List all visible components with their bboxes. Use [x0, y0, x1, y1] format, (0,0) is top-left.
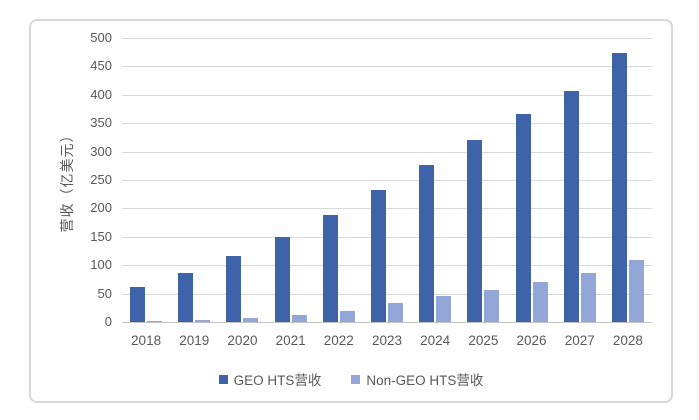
x-tick-label-2025: 2025: [468, 333, 499, 348]
bar-geo-2018: [130, 286, 146, 322]
x-axis-line: [122, 322, 652, 323]
bar-geo-2021: [274, 236, 290, 322]
y-tick-label: 50: [97, 285, 112, 301]
gridline: [122, 265, 652, 267]
y-tick-label: 500: [90, 30, 112, 45]
bar-geo-2023: [371, 190, 386, 322]
bar-non-geo-2024: [436, 296, 452, 322]
legend: GEO HTS营收 Non-GEO HTS营收: [29, 369, 673, 389]
x-tick-label-2024: 2024: [420, 333, 451, 348]
legend-item-geo: GEO HTS营收: [218, 369, 322, 389]
y-tick-label: 200: [90, 200, 112, 216]
y-tick-label: 300: [90, 143, 112, 159]
legend-swatch-icon: [218, 374, 228, 384]
gridline: [122, 123, 652, 125]
y-tick-label: 0: [104, 314, 112, 329]
x-tick-label-2022: 2022: [323, 333, 354, 348]
bar-non-geo-2020: [243, 318, 259, 322]
bar-non-geo-2027: [580, 273, 596, 322]
y-tick-label: 100: [90, 257, 112, 273]
gridline: [122, 180, 652, 181]
legend-item-non-geo: Non-GEO HTS营收: [351, 369, 483, 389]
x-tick-label-2019: 2019: [179, 333, 210, 348]
x-tick-label-2020: 2020: [227, 333, 258, 348]
bar-geo-2025: [467, 139, 483, 322]
x-tick-label-2021: 2021: [275, 333, 306, 348]
gridline: [122, 94, 652, 96]
x-tick-label-2026: 2026: [516, 333, 547, 348]
bar-geo-2024: [419, 164, 435, 322]
legend-swatch-icon: [351, 374, 361, 384]
bar-non-geo-2026: [532, 281, 548, 322]
bar-non-geo-2025: [484, 289, 500, 322]
bar-non-geo-2018: [147, 320, 163, 322]
y-tick-label: 350: [90, 115, 112, 131]
gridline: [122, 66, 652, 68]
x-tick-label-2027: 2027: [564, 333, 595, 348]
bar-non-geo-2028: [628, 259, 644, 322]
x-tick-label-2023: 2023: [371, 333, 403, 348]
bar-geo-2022: [322, 214, 338, 322]
x-tick-label-2018: 2018: [131, 333, 162, 348]
y-tick-label: 250: [90, 172, 112, 187]
gridline: [122, 208, 652, 210]
y-tick-label: 150: [90, 228, 112, 244]
bar-non-geo-2022: [339, 311, 355, 322]
bar-geo-2026: [515, 114, 531, 322]
bar-non-geo-2019: [195, 319, 211, 322]
gridline: [122, 293, 652, 295]
legend-label: GEO HTS营收: [233, 373, 322, 388]
y-tick-label: 450: [90, 58, 112, 74]
bar-non-geo-2021: [291, 315, 307, 322]
gridline: [122, 38, 652, 39]
gridline: [122, 151, 652, 153]
legend-label: Non-GEO HTS营收: [366, 373, 484, 388]
x-tick-label-2028: 2028: [612, 333, 643, 348]
bar-geo-2027: [563, 91, 579, 322]
y-tick-label: 400: [90, 86, 112, 102]
bar-geo-2019: [178, 273, 194, 322]
bar-geo-2020: [226, 255, 242, 322]
gridline: [122, 236, 652, 238]
bar-non-geo-2023: [388, 303, 403, 322]
bar-geo-2028: [611, 52, 627, 322]
